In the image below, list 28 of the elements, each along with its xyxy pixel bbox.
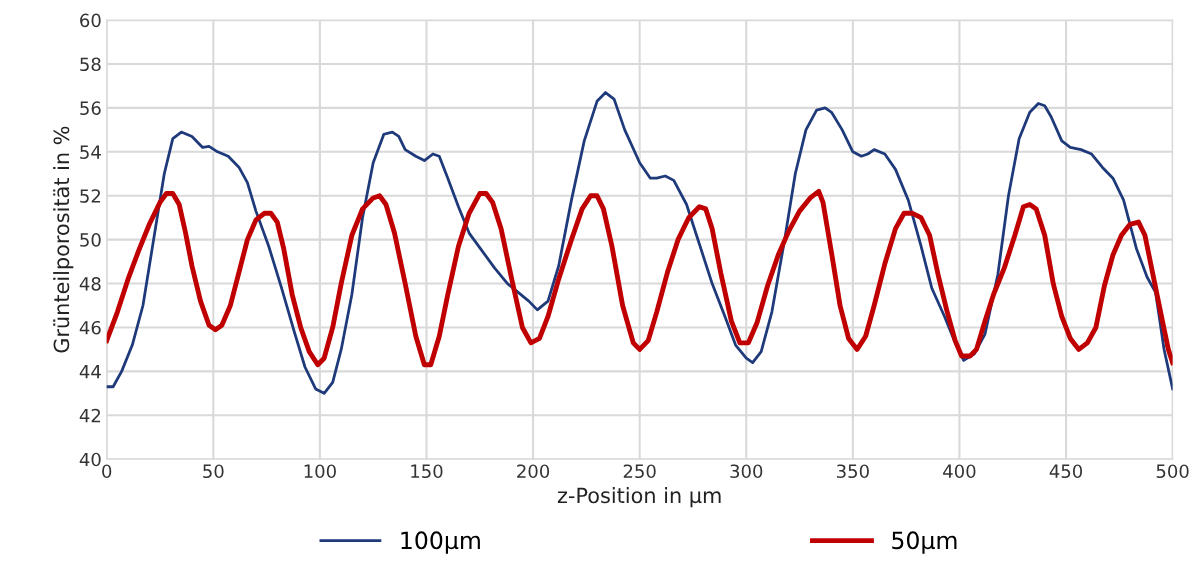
line-series	[106, 188, 1173, 368]
y-tick-label: 48	[79, 277, 101, 291]
y-tick-label: 40	[79, 452, 101, 467]
y-tick-label: 54	[80, 145, 101, 159]
y-axis-title: Grünteilporosität in %	[53, 126, 74, 353]
x-tick-label: 300	[730, 464, 763, 479]
x-tick-label: 400	[943, 464, 976, 479]
y-tick-label: 60	[80, 13, 101, 28]
x-tick-label: 50	[203, 464, 224, 479]
x-tick-label: 500	[1156, 464, 1189, 479]
x-tick-label: 250	[623, 464, 656, 479]
y-tick-label: 46	[79, 320, 101, 335]
legend-label: 50µm	[892, 531, 957, 554]
y-tick-label: 56	[80, 101, 101, 116]
y-tick-label: 58	[80, 57, 101, 72]
y-tick-label: 42	[79, 408, 101, 423]
x-axis-title: z-Position in µm	[557, 487, 721, 508]
x-tick-label: 100	[304, 464, 336, 479]
x-tick-label: 450	[1049, 464, 1083, 479]
line-series	[106, 91, 1173, 395]
x-tick-label: 350	[836, 464, 869, 479]
x-tick-label: 0	[102, 464, 112, 479]
y-tick-label: 52	[80, 189, 101, 203]
y-tick-label: 50	[80, 233, 101, 247]
x-tick-label: 200	[517, 464, 550, 479]
x-tick-label: 150	[411, 464, 443, 479]
y-tick-label: 44	[79, 365, 101, 379]
legend-label: 100µm	[401, 531, 480, 554]
